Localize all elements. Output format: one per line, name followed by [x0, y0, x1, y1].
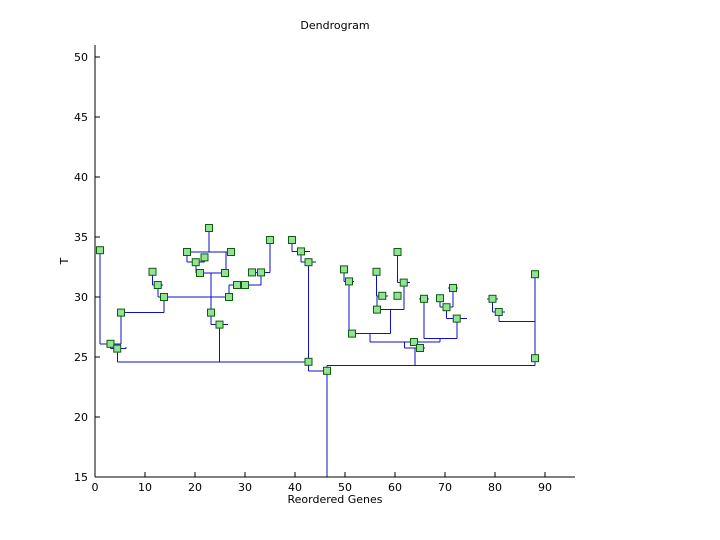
y-tick-label: 50 [74, 51, 88, 64]
node-marker [348, 329, 356, 338]
chart-title: Dendrogram [300, 19, 369, 32]
node-marker [436, 294, 444, 303]
x-tick-label: 20 [188, 481, 202, 494]
node-marker [399, 278, 408, 287]
node-marker [340, 265, 348, 274]
node-marker [96, 246, 104, 255]
node-marker [288, 236, 296, 244]
node-marker [304, 258, 313, 267]
node-marker [215, 320, 224, 329]
node-marker [205, 224, 213, 232]
node-marker [416, 344, 424, 352]
x-tick-label: 90 [538, 481, 552, 494]
node-marker [323, 366, 331, 375]
node-marker [393, 291, 402, 300]
node-marker [207, 308, 215, 317]
node-marker [297, 247, 305, 256]
node-marker [106, 339, 115, 348]
y-tick-label: 25 [74, 351, 88, 364]
node-marker [449, 284, 457, 292]
x-tick-label: 10 [138, 481, 152, 494]
node-marker [160, 293, 168, 301]
y-tick-label: 20 [74, 411, 88, 424]
node-marker [345, 277, 353, 286]
node-marker [113, 344, 122, 353]
node-marker [266, 236, 274, 244]
node-marker [372, 267, 381, 276]
x-tick-label: 50 [338, 481, 352, 494]
node-marker [373, 305, 381, 314]
y-tick-label: 30 [74, 291, 88, 304]
node-marker [257, 268, 265, 277]
y-tick-label: 40 [74, 171, 88, 184]
node-marker [200, 253, 209, 262]
node-marker [494, 308, 503, 316]
node-marker [191, 258, 200, 267]
node-marker [227, 248, 235, 256]
x-tick-label: 30 [238, 481, 252, 494]
y-tick-label: 45 [74, 111, 88, 124]
node-marker [442, 303, 451, 312]
node-marker [233, 281, 241, 289]
y-axis-label: T [58, 257, 71, 265]
x-tick-label: 80 [488, 481, 502, 494]
node-marker [393, 248, 402, 256]
node-marker [221, 269, 229, 277]
node-marker [488, 294, 497, 303]
node-marker [225, 293, 233, 301]
node-marker [148, 267, 157, 276]
node-marker [410, 338, 418, 346]
node-marker [153, 281, 162, 289]
y-tick-label: 35 [74, 231, 88, 244]
node-marker [452, 314, 461, 323]
node-marker [531, 270, 539, 279]
node-marker [241, 281, 249, 289]
x-tick-label: 70 [438, 481, 452, 494]
x-tick-label: 40 [288, 481, 302, 494]
x-tick-label: 0 [92, 481, 99, 494]
y-tick-label: 15 [74, 471, 88, 484]
node-marker [248, 268, 256, 277]
x-tick-label: 60 [388, 481, 402, 494]
node-marker [378, 291, 387, 300]
node-marker [196, 269, 204, 277]
x-axis-label: Reordered Genes [287, 493, 382, 506]
node-marker [304, 357, 313, 366]
node-marker [420, 294, 428, 303]
node-marker [183, 248, 191, 256]
plot-content: 0 10 20 30 40 50 60 70 80 90 15 20 25 30 35 40 45 50 [74, 45, 575, 494]
node-marker [531, 354, 539, 363]
node-marker [117, 308, 125, 317]
